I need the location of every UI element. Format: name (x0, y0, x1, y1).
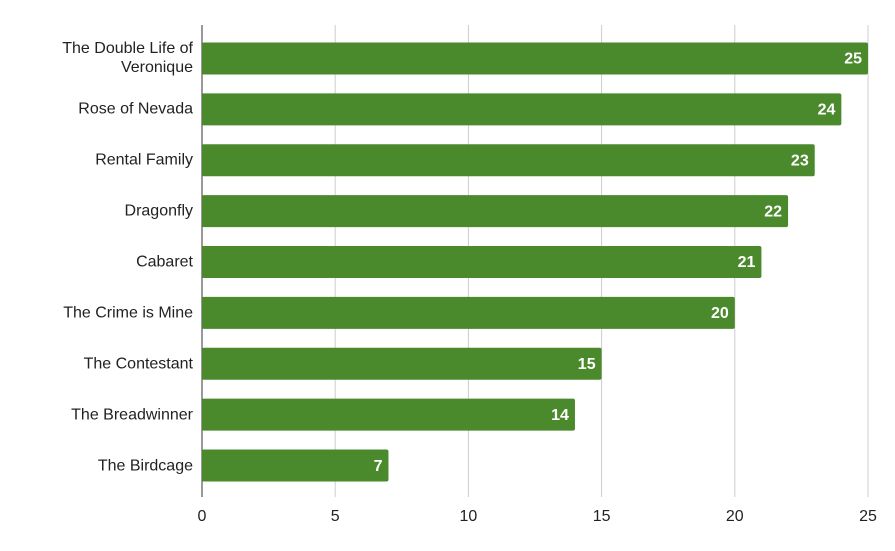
x-tick-label: 15 (593, 508, 611, 525)
x-tick-label: 20 (726, 508, 744, 525)
bar (202, 296, 735, 329)
y-tick-label: Rental Family (95, 151, 193, 169)
y-tick-label: The Crime is Mine (63, 304, 193, 322)
y-tick-label: The Breadwinner (71, 406, 193, 424)
value-label: 21 (738, 254, 756, 271)
value-label: 23 (791, 152, 809, 169)
bar (202, 398, 575, 431)
bar (202, 144, 815, 177)
y-tick-label: Cabaret (136, 253, 193, 271)
bar (202, 347, 602, 380)
y-tick-label: The Contestant (83, 355, 193, 373)
value-label: 14 (551, 407, 569, 424)
value-label: 20 (711, 305, 729, 322)
bar (202, 93, 842, 126)
value-label: 7 (374, 458, 383, 475)
x-tick-label: 5 (331, 508, 340, 525)
bar (202, 42, 868, 75)
y-tick-label: The Birdcage (97, 457, 193, 475)
bar (202, 195, 789, 228)
value-label: 24 (818, 102, 836, 119)
x-tick-label: 10 (460, 508, 478, 525)
x-tick-label: 25 (859, 508, 877, 525)
value-label: 25 (844, 51, 862, 68)
x-tick-label: 0 (198, 508, 207, 525)
bar (202, 449, 389, 482)
y-tick-label: Dragonfly (124, 202, 193, 220)
value-label: 15 (578, 356, 596, 373)
value-label: 22 (764, 203, 782, 220)
bar (202, 246, 762, 278)
y-tick-label: Rose of Nevada (78, 100, 193, 118)
y-tick-label: The Double Life of Veronique (62, 40, 193, 77)
